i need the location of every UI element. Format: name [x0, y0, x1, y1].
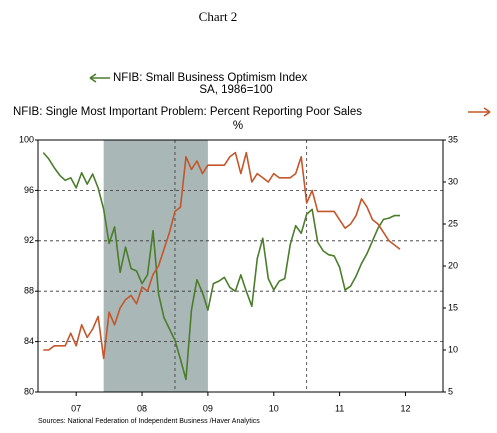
y-tick-label: 80	[24, 386, 34, 396]
legend-label: NFIB: Single Most Important Problem: Per…	[13, 106, 362, 118]
series-line	[42, 152, 400, 381]
y-tick-label: 92	[24, 235, 34, 245]
legend-label: NFIB: Small Business Optimism Index	[113, 72, 308, 84]
y2-tick-label: 25	[448, 218, 458, 228]
x-tick-label: 09	[203, 403, 213, 413]
y-tick-label: 84	[24, 336, 34, 346]
x-tick-label: 12	[400, 403, 410, 413]
legend-arrowhead	[483, 107, 491, 117]
y2-tick-label: 20	[448, 260, 458, 270]
x-tick-label: 10	[269, 403, 279, 413]
legend-arrowhead	[89, 73, 97, 83]
y2-tick-label: 15	[448, 302, 458, 312]
x-tick-label: 07	[71, 403, 81, 413]
legend-units: %	[233, 120, 243, 132]
x-tick-label: 08	[137, 403, 147, 413]
chart-title: Chart 2	[199, 9, 238, 24]
y2-tick-label: 30	[448, 176, 458, 186]
y2-tick-label: 10	[448, 344, 458, 354]
plot-frame	[37, 139, 444, 393]
y-tick-label: 100	[19, 134, 34, 144]
source-note: Sources: National Federation of Independ…	[38, 418, 260, 425]
legend-units: SA, 1986=100	[199, 84, 272, 96]
legend: NFIB: Small Business Optimism Index SA, …	[13, 72, 491, 132]
y2-tick-label: 35	[448, 134, 458, 144]
y2-tick-label: 5	[448, 386, 453, 396]
x-tick-label: 11	[335, 403, 344, 413]
y-tick-label: 88	[24, 286, 34, 296]
y-tick-label: 96	[24, 185, 34, 195]
series-line	[43, 151, 401, 360]
